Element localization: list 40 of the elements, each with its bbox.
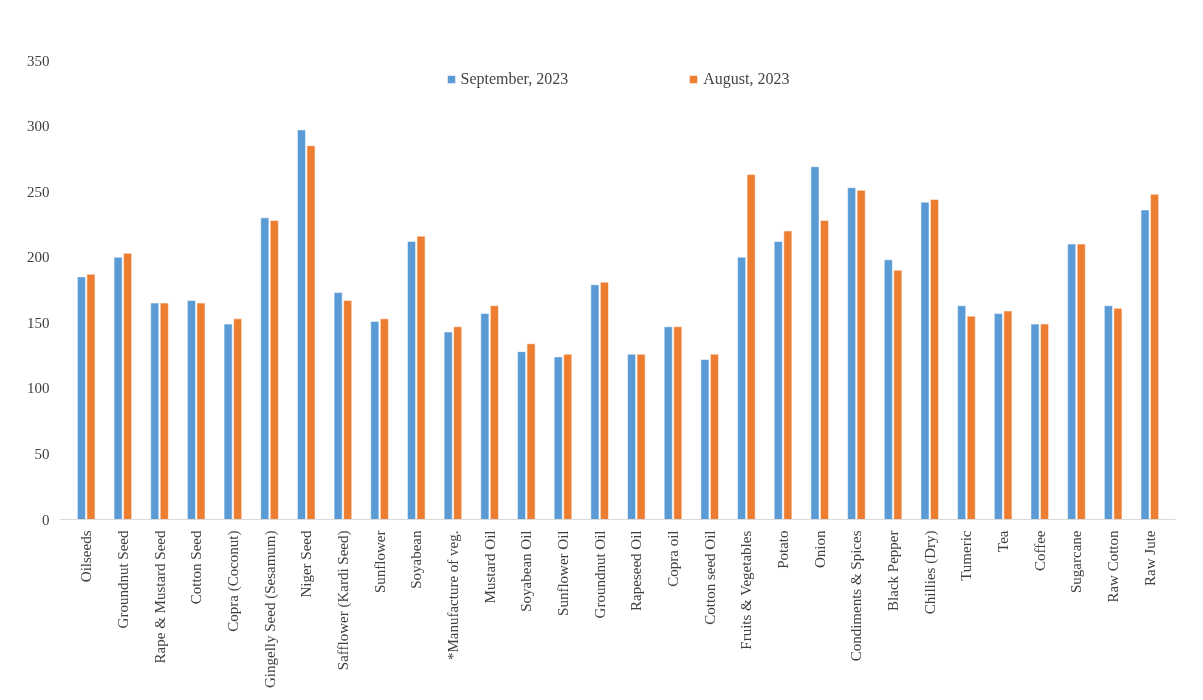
- x-tick-label: Black Pepper: [885, 530, 902, 611]
- x-tick-label: Soyabean: [408, 530, 425, 589]
- y-tick-label: 300: [27, 118, 50, 135]
- y-tick-label: 250: [27, 183, 50, 200]
- x-tick-label: Copra oil: [665, 530, 682, 587]
- x-tick-label: Sunflower Oil: [554, 530, 571, 616]
- y-tick-label: 150: [27, 314, 50, 331]
- x-tick-label: Rapeseed Oil: [628, 530, 645, 611]
- legend-label: August, 2023: [703, 70, 790, 88]
- x-tick-label: Mustard Oil: [481, 530, 498, 604]
- x-tick-label: *Manufacture of veg.: [444, 530, 461, 661]
- x-tick-label: Niger Seed: [298, 530, 315, 598]
- x-tick-label: Raw Cotton: [1105, 530, 1122, 603]
- x-tick-label: Fruits & Vegetables: [738, 530, 755, 650]
- x-tick-label: Rape & Mustard Seed: [151, 530, 168, 664]
- x-tick-label: Condiments & Spices: [848, 530, 865, 662]
- x-tick-label: Groundnut Oil: [591, 530, 608, 619]
- x-tick-label: Gingelly Seed (Sesamum): [261, 530, 279, 688]
- x-tick-label: Oilseeds: [78, 530, 95, 583]
- x-tick-label: Safflower (Kardi Seed): [334, 530, 352, 671]
- x-tick-label: Soyabean Oil: [518, 530, 535, 612]
- x-tick-label: Cotton Seed: [188, 530, 205, 605]
- x-tick-label: Groundnut Seed: [114, 530, 131, 629]
- y-tick-label: 0: [42, 511, 50, 528]
- x-tick-label: Tea: [995, 530, 1012, 552]
- x-tick-label: Raw Jute: [1141, 530, 1158, 586]
- y-tick-label: 350: [27, 52, 50, 69]
- x-tick-label: Chillies (Dry): [921, 530, 939, 615]
- y-tick-label: 100: [27, 380, 50, 397]
- legend-label: September, 2023: [460, 70, 569, 88]
- x-tick-label: Sugarcane: [1068, 530, 1085, 593]
- x-tick-label: Coffee: [1031, 530, 1048, 572]
- x-tick-label: Tumeric: [958, 530, 975, 581]
- x-tick-label: Potato: [775, 530, 792, 569]
- x-tick-label: Copra (Coconut): [224, 530, 242, 632]
- y-tick-label: 50: [34, 445, 50, 462]
- y-tick-label: 200: [27, 249, 50, 266]
- x-tick-label: Cotton seed Oil: [701, 530, 718, 625]
- x-tick-label: Onion: [811, 530, 828, 568]
- x-tick-label: Sunflower: [371, 530, 388, 593]
